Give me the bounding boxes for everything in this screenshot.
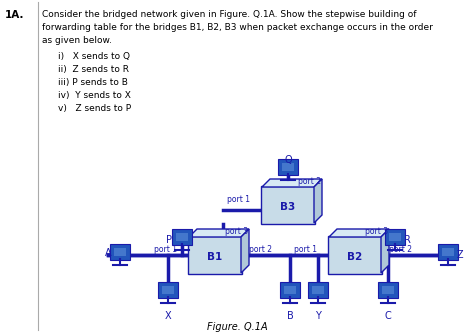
Text: B: B — [287, 311, 293, 321]
Text: as given below.: as given below. — [42, 36, 112, 45]
Text: 1A.: 1A. — [5, 10, 25, 20]
Text: B2: B2 — [347, 252, 363, 262]
FancyBboxPatch shape — [278, 159, 298, 175]
Text: iii) P sends to B: iii) P sends to B — [58, 78, 128, 87]
Polygon shape — [314, 179, 322, 223]
FancyBboxPatch shape — [438, 245, 458, 260]
FancyBboxPatch shape — [312, 286, 324, 294]
FancyBboxPatch shape — [328, 236, 382, 274]
Text: A: A — [105, 248, 111, 258]
Text: C: C — [384, 311, 392, 321]
Text: port 1: port 1 — [227, 195, 250, 203]
Text: port 3: port 3 — [225, 226, 248, 236]
Text: port 3: port 3 — [365, 226, 388, 236]
Polygon shape — [381, 229, 389, 273]
Text: B1: B1 — [207, 252, 223, 262]
FancyBboxPatch shape — [385, 229, 405, 245]
Text: Y: Y — [315, 311, 321, 321]
FancyBboxPatch shape — [261, 186, 315, 224]
FancyBboxPatch shape — [282, 163, 294, 171]
Text: port 2: port 2 — [249, 245, 272, 254]
Text: Consider the bridged network given in Figure. Q.1A. Show the stepwise building o: Consider the bridged network given in Fi… — [42, 10, 417, 19]
FancyBboxPatch shape — [308, 282, 328, 297]
Text: port 2: port 2 — [389, 245, 412, 254]
FancyBboxPatch shape — [280, 282, 300, 297]
Text: forwarding table for the bridges B1, B2, B3 when packet exchange occurs in the o: forwarding table for the bridges B1, B2,… — [42, 23, 433, 32]
Text: iv)  Y sends to X: iv) Y sends to X — [58, 91, 131, 100]
FancyBboxPatch shape — [378, 282, 398, 297]
Text: X: X — [164, 311, 171, 321]
FancyBboxPatch shape — [284, 286, 296, 294]
FancyBboxPatch shape — [162, 286, 174, 294]
FancyBboxPatch shape — [110, 245, 130, 260]
FancyBboxPatch shape — [389, 233, 401, 241]
FancyBboxPatch shape — [172, 229, 192, 245]
Text: Q: Q — [284, 154, 292, 164]
Text: P: P — [166, 235, 172, 245]
FancyBboxPatch shape — [176, 233, 188, 241]
Text: R: R — [403, 235, 410, 245]
Polygon shape — [241, 229, 249, 273]
FancyBboxPatch shape — [382, 286, 394, 294]
Text: port 1: port 1 — [154, 245, 177, 254]
Text: v)   Z sends to P: v) Z sends to P — [58, 104, 131, 113]
Text: Z: Z — [456, 250, 463, 260]
Text: i)   X sends to Q: i) X sends to Q — [58, 52, 130, 61]
Text: port 2: port 2 — [298, 177, 321, 186]
Text: port 1: port 1 — [294, 245, 317, 254]
Text: ii)  Z sends to R: ii) Z sends to R — [58, 65, 129, 74]
Polygon shape — [189, 229, 249, 237]
Text: Figure. Q.1A: Figure. Q.1A — [207, 322, 267, 332]
FancyBboxPatch shape — [114, 248, 126, 256]
Polygon shape — [329, 229, 389, 237]
Polygon shape — [262, 179, 322, 187]
FancyBboxPatch shape — [442, 248, 454, 256]
Text: B3: B3 — [281, 202, 296, 212]
FancyBboxPatch shape — [158, 282, 178, 297]
FancyBboxPatch shape — [188, 236, 242, 274]
